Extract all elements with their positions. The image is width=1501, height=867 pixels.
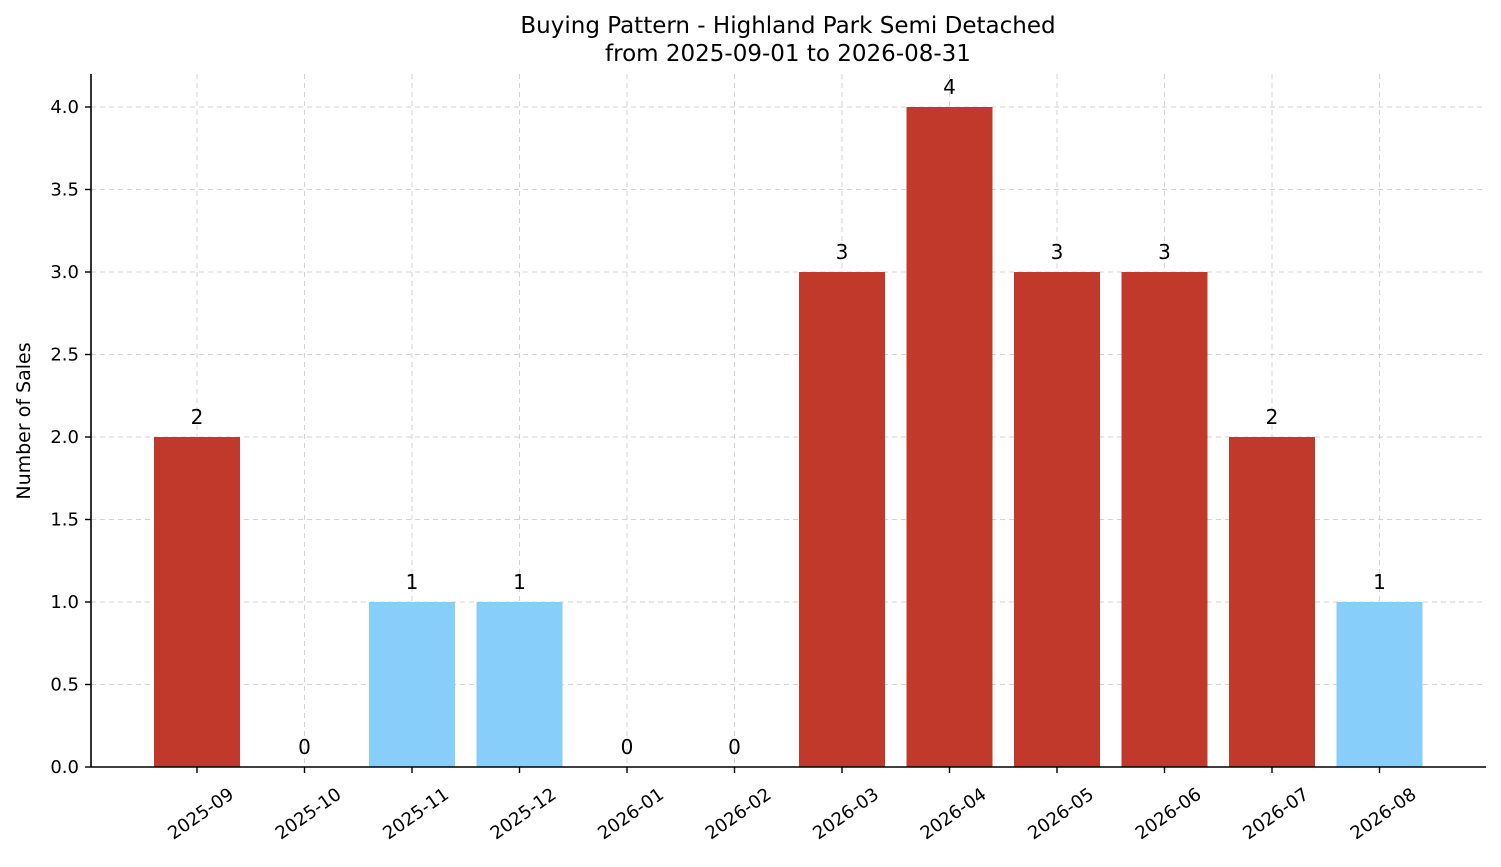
- x-tick-label: 2026-05: [1024, 784, 1098, 844]
- bar-2026-07: [1229, 437, 1315, 767]
- y-tick-label: 1.0: [50, 592, 79, 613]
- x-tick-label: 2025-11: [379, 784, 453, 844]
- y-tick-label: 2.5: [50, 345, 79, 366]
- x-tick-label: 2025-12: [487, 784, 561, 844]
- y-tick-label: 3.0: [50, 262, 79, 283]
- bar-2025-12: [476, 602, 563, 767]
- bar-2025-09: [154, 437, 240, 767]
- bar-value-label: 3: [836, 240, 849, 264]
- y-axis-label: Number of Sales: [13, 342, 35, 499]
- bar-2026-05: [1014, 272, 1100, 767]
- bar-value-label: 3: [1158, 240, 1171, 264]
- y-tick-label: 3.5: [50, 180, 79, 201]
- y-tick-label: 4.0: [50, 97, 79, 118]
- bar-value-label: 2: [191, 405, 204, 429]
- bar-2026-04: [906, 107, 993, 767]
- bar-2026-03: [799, 272, 885, 767]
- labels-layer: 0.0 0.5 1.0 1.5 2.0 2.5 3.0 3.5 4.0 2 2025-09 0 2025…: [50, 75, 1420, 844]
- bar-value-label: 0: [621, 735, 634, 759]
- y-tick-label: 0.0: [50, 757, 79, 778]
- axes-layer: [85, 74, 1486, 773]
- x-tick-label: 2025-10: [272, 784, 346, 844]
- bar-value-label: 4: [943, 75, 956, 99]
- bar-value-label: 1: [1373, 570, 1386, 594]
- y-tick-label: 2.0: [50, 427, 79, 448]
- x-tick-label: 2026-06: [1132, 784, 1206, 844]
- x-tick-label: 2026-04: [917, 784, 991, 844]
- x-tick-label: 2025-09: [164, 784, 238, 844]
- bar-value-label: 1: [513, 570, 526, 594]
- bar-value-label: 0: [728, 735, 741, 759]
- x-tick-label: 2026-01: [594, 784, 668, 844]
- y-tick-label: 0.5: [50, 675, 79, 696]
- bar-value-label: 1: [406, 570, 419, 594]
- x-tick-label: 2026-03: [809, 784, 883, 844]
- x-tick-label: 2026-02: [702, 784, 776, 844]
- y-tick-label: 1.5: [50, 510, 79, 531]
- bar-2025-11: [369, 602, 455, 767]
- bars-layer: [154, 107, 1423, 767]
- x-tick-label: 2026-08: [1347, 784, 1421, 844]
- bar-value-label: 2: [1266, 405, 1279, 429]
- bar-2026-08: [1336, 602, 1423, 767]
- bar-2026-06: [1121, 272, 1208, 767]
- bar-value-label: 0: [298, 735, 311, 759]
- chart-subtitle: from 2025-09-01 to 2026-08-31: [605, 41, 971, 67]
- x-tick-label: 2026-07: [1239, 784, 1313, 844]
- chart-title: Buying Pattern - Highland Park Semi Deta…: [520, 13, 1055, 39]
- bar-value-label: 3: [1051, 240, 1064, 264]
